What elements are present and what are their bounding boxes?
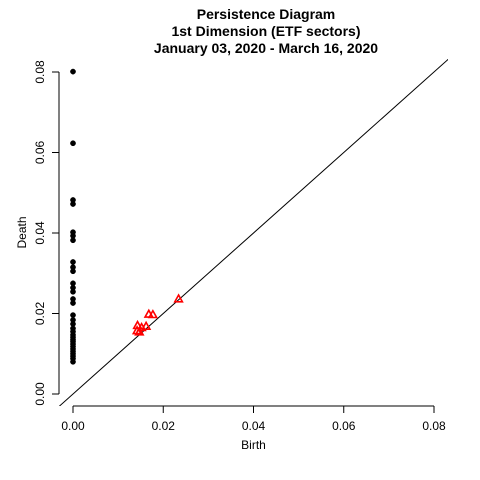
point-h0: [70, 140, 76, 147]
diagonal-group: [59, 59, 448, 406]
y-tick-label: 0.02: [33, 301, 47, 325]
diagonal-reference-line: [59, 59, 448, 406]
x-axis-label: Birth: [241, 438, 266, 452]
x-tick-label: 0.02: [152, 419, 176, 433]
point-h1-triangle: [147, 309, 159, 319]
point-h0: [70, 237, 76, 244]
point-h0: [70, 312, 76, 318]
y-axis: 0.00 0.02 0.04 0.06 0.08: [33, 60, 60, 406]
y-tick-label: 0.08: [33, 60, 47, 84]
point-h0: [70, 259, 76, 265]
point-h0: [70, 268, 76, 275]
data-points: [70, 68, 184, 365]
y-tick-label: 0.00: [33, 382, 47, 406]
x-tick-label: 0.08: [422, 419, 446, 433]
point-h0: [70, 288, 76, 295]
point-h0: [70, 201, 76, 207]
point-h1-triangle: [140, 320, 152, 330]
point-h0: [70, 300, 76, 306]
y-tick-label: 0.04: [33, 221, 47, 245]
chart-title-line-3: January 03, 2020 - March 16, 2020: [154, 40, 378, 56]
point-h0: [70, 358, 76, 365]
x-axis: 0.00 0.02 0.04 0.06 0.08: [61, 405, 446, 433]
x-tick-label: 0.00: [61, 419, 85, 433]
point-h1-triangle: [173, 293, 184, 303]
y-tick-label: 0.06: [33, 140, 47, 164]
chart-title-line-1: Persistence Diagram: [197, 6, 336, 22]
chart-title-line-2: 1st Dimension (ETF sectors): [171, 23, 360, 39]
point-h1-triangle: [134, 326, 145, 336]
point-h0: [70, 68, 76, 75]
y-axis-label: Death: [15, 216, 29, 248]
point-h1-triangle: [132, 319, 143, 330]
x-tick-label: 0.04: [242, 419, 266, 433]
x-tick-label: 0.06: [332, 419, 356, 433]
